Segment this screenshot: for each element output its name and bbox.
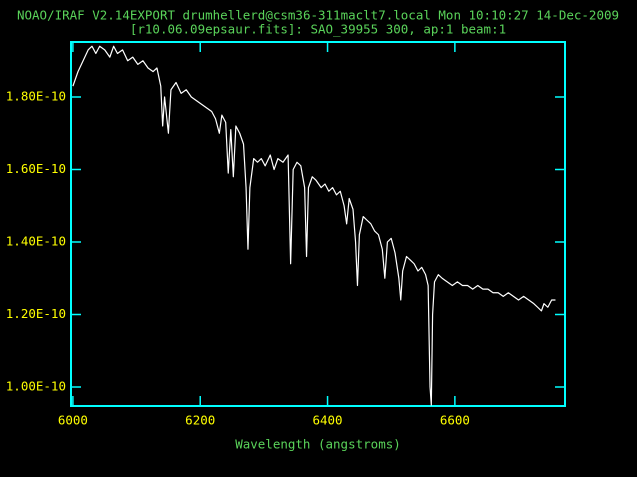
y-tick-label: 1.20E-10 <box>6 306 66 321</box>
y-tick-label: 1.40E-10 <box>6 233 66 248</box>
x-tick-label: 6200 <box>185 413 215 428</box>
x-tick-label: 6400 <box>312 413 342 428</box>
x-tick-label: 6600 <box>440 413 470 428</box>
plot-frame <box>70 41 566 407</box>
chart-subtitle: [r10.06.09epsaur.fits]: SAO_39955 300, a… <box>130 22 506 37</box>
x-axis-label: Wavelength (angstroms) <box>235 437 401 452</box>
y-tick-label: 1.00E-10 <box>6 379 66 394</box>
y-tick-label: 1.60E-10 <box>6 161 66 176</box>
spectrum-line <box>72 45 556 406</box>
x-tick-label: 6000 <box>58 413 88 428</box>
y-tick-label: 1.80E-10 <box>6 88 66 103</box>
chart-title: NOAO/IRAF V2.14EXPORT drumhellerd@csm36-… <box>17 8 619 23</box>
